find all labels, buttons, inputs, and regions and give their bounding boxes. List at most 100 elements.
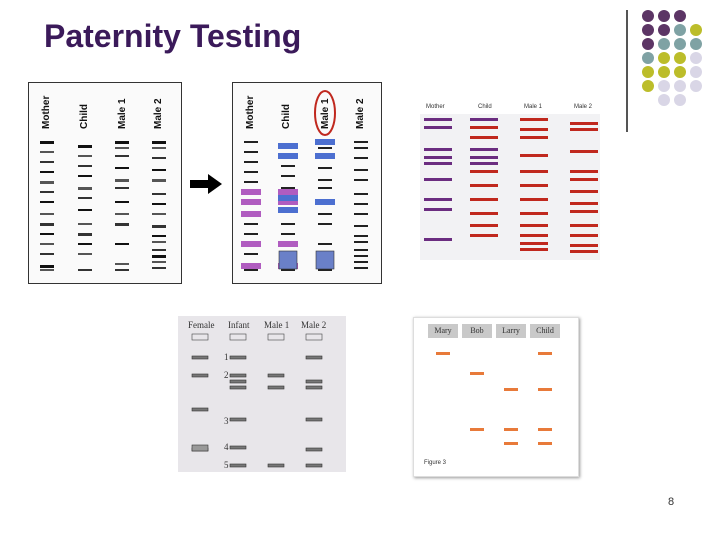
gel-band	[281, 187, 295, 189]
gel-band	[115, 141, 129, 144]
gel-band	[424, 126, 452, 129]
gel-band	[504, 428, 518, 431]
gel-red-lane-label: Child	[478, 104, 492, 110]
gel-colored-bands	[241, 90, 368, 271]
decorative-dot	[642, 24, 654, 36]
gel-band	[115, 179, 129, 182]
gel-band	[115, 223, 129, 226]
gel-band	[229, 373, 247, 378]
gel-band	[78, 243, 92, 245]
gel-well	[229, 333, 247, 341]
gel-band	[424, 238, 452, 241]
gel-band	[229, 445, 247, 450]
highlight-band-blue	[278, 207, 298, 213]
gel-band	[354, 169, 368, 171]
gel-band	[281, 175, 295, 177]
decorative-dot	[642, 10, 654, 22]
gel-band	[354, 179, 368, 181]
gel-band	[305, 385, 323, 390]
gel-band	[152, 249, 166, 251]
gel-band	[354, 225, 368, 227]
gel-band	[229, 379, 247, 384]
gel-band	[570, 210, 598, 213]
highlight-band-blue	[278, 195, 298, 201]
gel-band	[305, 355, 323, 360]
gel-band	[244, 253, 258, 255]
gel-band	[115, 263, 129, 265]
decorative-dot	[690, 38, 702, 50]
gel-band	[424, 198, 452, 201]
gel-band	[354, 193, 368, 195]
gel-band	[305, 417, 323, 422]
gel-band	[40, 269, 54, 271]
highlight-band-blue	[278, 153, 298, 159]
highlight-band-blue	[315, 153, 335, 159]
gel-band	[244, 181, 258, 183]
gel-band	[115, 155, 129, 157]
gel-red-lane-label: Male 2	[574, 104, 593, 110]
decorative-dot	[658, 24, 670, 36]
gel-band	[78, 223, 92, 225]
gel-band	[229, 463, 247, 468]
gel-band	[40, 265, 54, 268]
band-number: 3	[224, 416, 229, 426]
gel-band	[40, 223, 54, 226]
gel-band	[318, 243, 332, 245]
gel-names-panel: Mary Bob Larry Child Figure 3	[413, 317, 579, 477]
gel-band	[424, 208, 452, 211]
gel-band	[40, 141, 54, 144]
gel-band	[318, 167, 332, 169]
gel-band	[305, 447, 323, 452]
gel-band	[318, 179, 332, 181]
gel-band	[40, 233, 54, 235]
gel-band	[520, 128, 548, 131]
gel-band	[520, 154, 548, 157]
highlight-band-purple	[241, 189, 261, 195]
highlight-band-purple	[278, 241, 298, 247]
gel-well	[191, 333, 209, 341]
gel-band	[318, 269, 332, 271]
gel-names-lane-label: Bob	[462, 324, 492, 338]
gel-band	[520, 198, 548, 201]
gel-band	[520, 212, 548, 215]
gel-band	[78, 187, 92, 190]
gel-band	[570, 150, 598, 153]
decorative-dot	[674, 38, 686, 50]
gel-band	[40, 161, 54, 163]
highlight-box-blue	[278, 250, 298, 270]
gel-band	[470, 136, 498, 139]
gel-band	[570, 178, 598, 181]
gel-band	[244, 161, 258, 163]
decorative-dot	[690, 52, 702, 64]
gel-band	[354, 255, 368, 257]
right-arrow-icon	[190, 174, 222, 194]
band-number: 2	[224, 370, 229, 380]
gel-band	[470, 198, 498, 201]
highlight-band-purple	[241, 211, 261, 217]
gel-infant-lane-label: Male 2	[301, 320, 327, 330]
decorative-dot	[658, 10, 670, 22]
gel-band	[354, 157, 368, 159]
gel-band	[244, 141, 258, 143]
gel-band	[78, 233, 92, 236]
gel-band	[538, 388, 552, 391]
gel-band	[570, 234, 598, 237]
gel-band	[40, 181, 54, 184]
gel-band	[229, 355, 247, 360]
gel-band	[40, 151, 54, 153]
gel-band	[570, 244, 598, 247]
decorative-dot	[642, 38, 654, 50]
page-title: Paternity Testing	[44, 18, 302, 54]
gel-band	[520, 224, 548, 227]
highlight-band-purple	[241, 199, 261, 205]
gel-band	[470, 170, 498, 173]
gel-band	[318, 187, 332, 189]
gel-band	[570, 250, 598, 253]
decorative-dot	[690, 24, 702, 36]
gel-band	[470, 162, 498, 165]
gel-band	[570, 122, 598, 125]
decorative-dot	[674, 66, 686, 78]
gel-band	[40, 213, 54, 215]
gel-band	[520, 170, 548, 173]
gel-band	[436, 352, 450, 355]
